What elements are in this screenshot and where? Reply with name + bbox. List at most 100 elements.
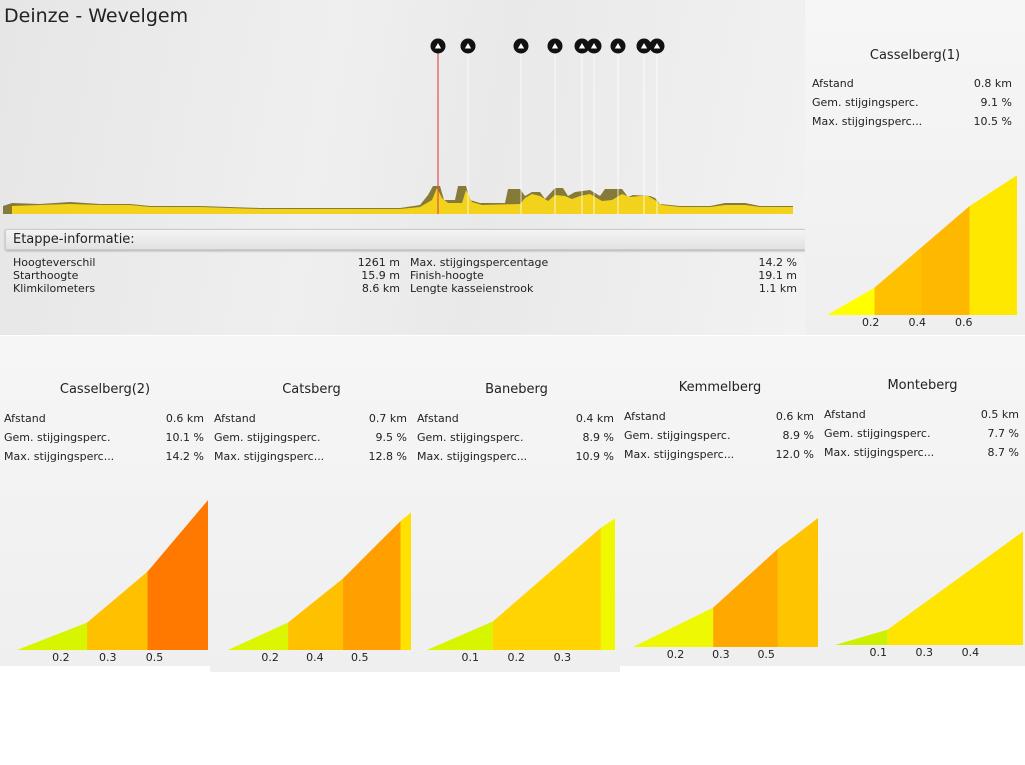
climb-segment <box>600 518 615 650</box>
stage-info-row: Hoogteverschil 1261 m <box>13 256 400 269</box>
climb-stat-label: Gem. stijgingsperc. <box>624 429 731 442</box>
climb-stat-row: Gem. stijgingsperc. 9.1 % <box>812 96 1012 110</box>
climb-stat-value: 12.0 % <box>775 448 814 461</box>
stage-info-row: Klimkilometers 8.6 km <box>13 282 400 295</box>
climb-axis-tick: 0.2 <box>261 651 279 664</box>
cobblestone-climb-icon[interactable]: ⛰ <box>610 38 626 54</box>
climb-segment <box>17 622 88 650</box>
climb-stat-value: 0.8 km <box>973 77 1012 90</box>
stage-info-header: Etappe-informatie: <box>5 229 806 250</box>
stage-info-label: Max. stijgingspercentage <box>410 256 549 269</box>
climb-stat-value: 0.7 km <box>368 412 407 425</box>
cobblestone-climb-icon[interactable]: ⛰ <box>513 38 529 54</box>
climb-axis-tick: 0.5 <box>145 651 164 664</box>
climb-stat-value: 0.5 km <box>980 408 1019 421</box>
climb-stat-value: 0.6 km <box>165 412 204 425</box>
climb-segment <box>633 607 714 647</box>
climb-panel: Casselberg(1) Afstand 0.8 km Gem. stijgings… <box>805 0 1025 335</box>
climb-stat-row: Gem. stijgingsperc. 9.5 % <box>214 431 407 445</box>
climb-stat-value: 9.1 % <box>980 96 1012 109</box>
climb-stat-value: 14.2 % <box>165 450 204 463</box>
climb-profile-chart <box>827 175 1017 315</box>
stage-info-row: Max. stijgingspercentage 14.2 % <box>410 256 797 269</box>
cobblestone-climb-icon[interactable]: ⛰ <box>586 38 602 54</box>
cobblestone-climb-icon[interactable]: ⛰ <box>636 38 652 54</box>
stage-info-value: 1.1 km <box>758 282 797 295</box>
climb-stat-row: Max. stijgingsperc... 12.0 % <box>624 448 814 462</box>
stage-title: Deinze - Wevelgem <box>4 5 189 27</box>
climb-axis-tick: 0.3 <box>712 648 730 661</box>
cobblestone-climb-icon[interactable]: ⛰ <box>547 38 563 54</box>
climb-name: Baneberg <box>485 382 548 397</box>
climb-axis-tick: 0.2 <box>507 651 526 664</box>
climb-stat-label: Afstand <box>4 412 46 425</box>
climb-axis-tick: 0.3 <box>98 651 117 664</box>
climb-stat-value: 0.6 km <box>775 410 814 423</box>
climb-stat-value: 8.9 % <box>782 429 814 442</box>
climb-stat-value: 10.5 % <box>973 115 1012 128</box>
climb-panel: Catsberg Afstand 0.7 km Gem. stijgingsperc.… <box>210 336 413 672</box>
stage-info-label: Finish-hoogte <box>410 269 484 282</box>
cobblestone-climb-icon[interactable]: ⛰ <box>460 38 476 54</box>
climb-stat-label: Gem. stijgingsperc. <box>824 427 931 440</box>
stage-info-label: Lengte kasseienstrook <box>410 282 534 295</box>
climb-stat-row: Max. stijgingsperc... 12.8 % <box>214 450 407 464</box>
climb-segment <box>835 629 888 645</box>
climb-name: Casselberg(1) <box>869 48 961 63</box>
climb-stat-row: Gem. stijgingsperc. 8.9 % <box>624 429 814 443</box>
climb-axis-tick: 0.5 <box>757 648 775 661</box>
climb-stat-label: Gem. stijgingsperc. <box>4 431 111 444</box>
climb-stat-value: 8.9 % <box>582 431 614 444</box>
climb-panel: Monteberg Afstand 0.5 km Gem. stijgingsperc… <box>820 336 1025 666</box>
climb-segment <box>147 500 208 650</box>
climb-stat-label: Max. stijgingsperc... <box>4 450 115 463</box>
climb-stat-label: Afstand <box>417 412 459 425</box>
climb-stat-row: Afstand 0.4 km <box>417 412 614 426</box>
climb-axis-tick: 0.1 <box>869 646 887 659</box>
climb-axis-tick: 0.2 <box>861 316 880 329</box>
climb-segment <box>713 548 778 647</box>
climb-stat-row: Max. stijgingsperc... 8.7 % <box>824 446 1019 460</box>
cobblestone-climb-icon[interactable]: ⛰ <box>430 38 446 54</box>
climb-axis-tick: 0.4 <box>908 316 927 329</box>
climb-profile-chart <box>17 500 208 650</box>
climb-stat-value: 8.7 % <box>987 446 1019 459</box>
climb-stat-row: Afstand 0.6 km <box>4 412 204 426</box>
climb-stat-row: Max. stijgingsperc... 14.2 % <box>4 450 204 464</box>
climb-axis-tick: 0.1 <box>461 651 479 664</box>
cobblestone-climb-icon[interactable]: ⛰ <box>574 38 590 54</box>
stage-info-value: 15.9 m <box>361 269 400 282</box>
climb-name: Kemmelberg <box>678 380 762 395</box>
climb-axis-tick: 0.4 <box>961 646 980 659</box>
climb-profile-chart <box>427 518 615 650</box>
climb-stat-label: Afstand <box>812 77 854 90</box>
climb-stat-row: Gem. stijgingsperc. 10.1 % <box>4 431 204 445</box>
climb-stat-row: Max. stijgingsperc... 10.9 % <box>417 450 614 464</box>
climb-stat-value: 10.9 % <box>575 450 614 463</box>
cobblestone-climb-icon[interactable]: ⛰ <box>649 38 665 54</box>
climb-panel: Casselberg(2) Afstand 0.6 km Gem. stijgings… <box>0 336 210 666</box>
climb-profile-chart <box>228 512 411 650</box>
climb-stat-row: Afstand 0.5 km <box>824 408 1019 422</box>
climb-stat-label: Max. stijgingsperc... <box>812 115 923 128</box>
climb-panel: Kemmelberg Afstand 0.6 km Gem. stijgingsper… <box>620 336 820 666</box>
stage-info-label: Starthoogte <box>13 269 79 282</box>
stage-info-label: Hoogteverschil <box>13 256 96 269</box>
climb-stat-label: Max. stijgingsperc... <box>824 446 935 459</box>
climb-segment <box>400 512 411 650</box>
stage-info-value: 19.1 m <box>758 269 797 282</box>
climb-axis-tick: 0.3 <box>553 651 572 664</box>
stage-info-title: Etappe-informatie: <box>13 232 135 247</box>
climb-axis-tick: 0.4 <box>306 651 324 664</box>
climb-segment <box>87 571 148 650</box>
climb-axis-tick: 0.5 <box>351 651 369 664</box>
climb-stat-label: Max. stijgingsperc... <box>624 448 735 461</box>
stage-elevation-profile <box>3 52 793 214</box>
stage-info-value: 1261 m <box>357 256 400 269</box>
stage-info-row: Lengte kasseienstrook 1.1 km <box>410 282 797 295</box>
climb-stat-label: Gem. stijgingsperc. <box>417 431 524 444</box>
stage-info-value: 14.2 % <box>758 256 797 269</box>
climb-segment <box>827 287 875 315</box>
climb-axis-tick: 0.2 <box>52 651 70 664</box>
climb-stat-label: Max. stijgingsperc... <box>417 450 528 463</box>
